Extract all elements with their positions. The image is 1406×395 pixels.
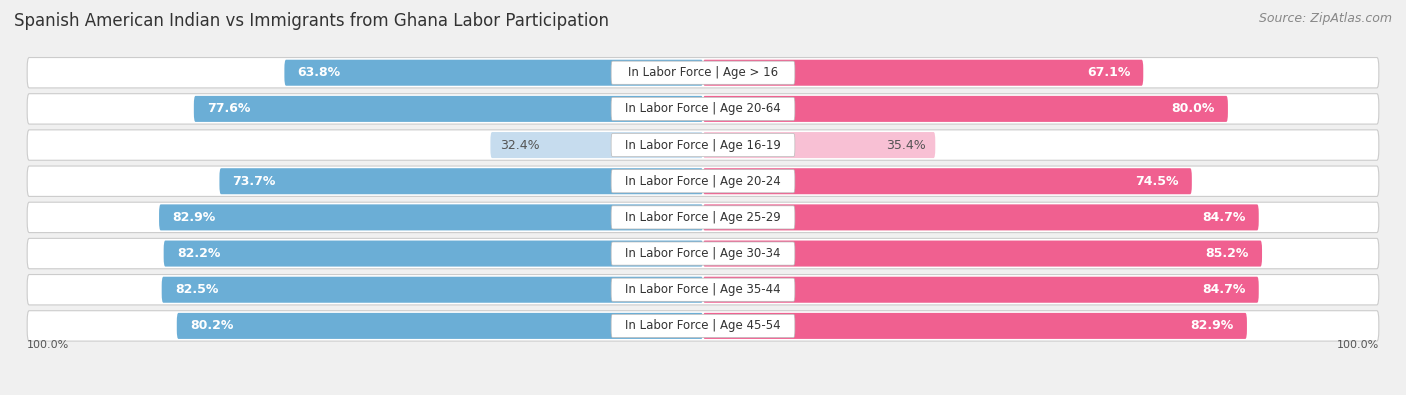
FancyBboxPatch shape [703,313,1247,339]
FancyBboxPatch shape [703,132,935,158]
Text: 80.0%: 80.0% [1171,102,1215,115]
FancyBboxPatch shape [612,314,794,337]
Text: In Labor Force | Age > 16: In Labor Force | Age > 16 [628,66,778,79]
Text: 84.7%: 84.7% [1202,211,1246,224]
Text: 100.0%: 100.0% [27,340,69,350]
Text: In Labor Force | Age 20-64: In Labor Force | Age 20-64 [626,102,780,115]
FancyBboxPatch shape [27,238,1379,269]
FancyBboxPatch shape [27,311,1379,341]
Text: 82.9%: 82.9% [172,211,215,224]
Text: 100.0%: 100.0% [1337,340,1379,350]
Text: In Labor Force | Age 45-54: In Labor Force | Age 45-54 [626,320,780,333]
FancyBboxPatch shape [703,241,1263,267]
FancyBboxPatch shape [703,168,1192,194]
Text: 63.8%: 63.8% [298,66,340,79]
FancyBboxPatch shape [177,313,703,339]
Text: 82.5%: 82.5% [174,283,218,296]
FancyBboxPatch shape [703,60,1143,86]
FancyBboxPatch shape [27,94,1379,124]
FancyBboxPatch shape [219,168,703,194]
FancyBboxPatch shape [27,202,1379,233]
Text: In Labor Force | Age 30-34: In Labor Force | Age 30-34 [626,247,780,260]
Text: 84.7%: 84.7% [1202,283,1246,296]
FancyBboxPatch shape [194,96,703,122]
Text: 73.7%: 73.7% [232,175,276,188]
FancyBboxPatch shape [27,58,1379,88]
FancyBboxPatch shape [612,169,794,193]
Text: 74.5%: 74.5% [1135,175,1178,188]
Text: In Labor Force | Age 16-19: In Labor Force | Age 16-19 [626,139,780,152]
Text: 67.1%: 67.1% [1087,66,1130,79]
FancyBboxPatch shape [703,96,1227,122]
Text: 80.2%: 80.2% [190,320,233,333]
Legend: Spanish American Indian, Immigrants from Ghana: Spanish American Indian, Immigrants from… [515,391,891,395]
Text: 35.4%: 35.4% [886,139,925,152]
Text: In Labor Force | Age 20-24: In Labor Force | Age 20-24 [626,175,780,188]
FancyBboxPatch shape [703,204,1258,230]
FancyBboxPatch shape [27,275,1379,305]
Text: 32.4%: 32.4% [501,139,540,152]
FancyBboxPatch shape [612,134,794,157]
FancyBboxPatch shape [612,278,794,301]
Text: 82.2%: 82.2% [177,247,221,260]
FancyBboxPatch shape [703,277,1258,303]
Text: Spanish American Indian vs Immigrants from Ghana Labor Participation: Spanish American Indian vs Immigrants fr… [14,12,609,30]
FancyBboxPatch shape [612,61,794,84]
Text: 82.9%: 82.9% [1191,320,1234,333]
FancyBboxPatch shape [27,166,1379,196]
Text: In Labor Force | Age 25-29: In Labor Force | Age 25-29 [626,211,780,224]
Text: In Labor Force | Age 35-44: In Labor Force | Age 35-44 [626,283,780,296]
FancyBboxPatch shape [162,277,703,303]
Text: Source: ZipAtlas.com: Source: ZipAtlas.com [1258,12,1392,25]
FancyBboxPatch shape [612,97,794,120]
FancyBboxPatch shape [491,132,703,158]
FancyBboxPatch shape [27,130,1379,160]
Text: 77.6%: 77.6% [207,102,250,115]
FancyBboxPatch shape [612,242,794,265]
FancyBboxPatch shape [284,60,703,86]
FancyBboxPatch shape [159,204,703,230]
FancyBboxPatch shape [612,206,794,229]
FancyBboxPatch shape [163,241,703,267]
Text: 85.2%: 85.2% [1205,247,1249,260]
